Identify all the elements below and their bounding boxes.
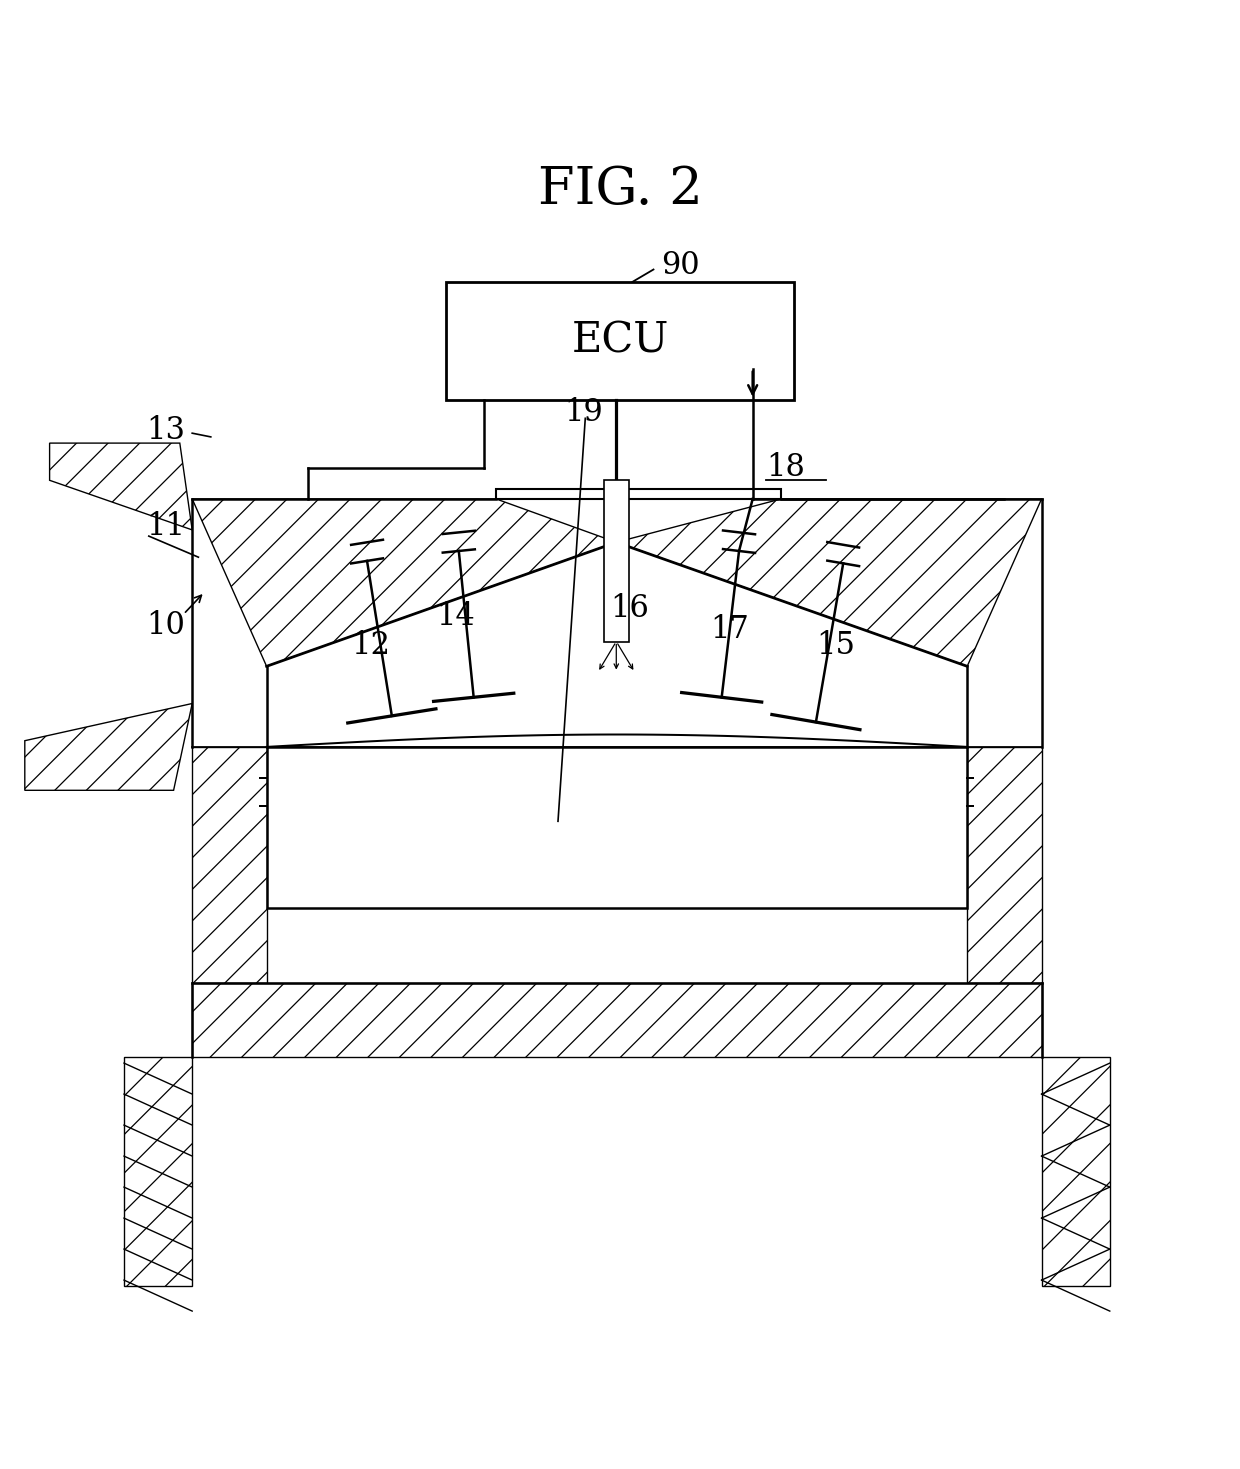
Text: 10: 10 [146,610,185,640]
Bar [446,282,794,400]
PathPatch shape [25,704,192,790]
Text: 15: 15 [816,630,854,661]
Text: 14: 14 [436,601,475,632]
Text: 17: 17 [711,614,749,645]
Text: 18: 18 [766,452,805,483]
PathPatch shape [616,499,1042,667]
PathPatch shape [1042,1056,1110,1287]
PathPatch shape [967,746,1042,983]
PathPatch shape [124,1056,192,1287]
PathPatch shape [192,983,1042,1056]
Text: 12: 12 [351,630,389,661]
PathPatch shape [192,746,267,983]
Polygon shape [267,542,967,746]
Text: 19: 19 [564,397,603,427]
Text: ECU: ECU [572,320,668,361]
Bar [267,746,967,908]
PathPatch shape [50,444,192,530]
Text: 16: 16 [610,592,649,623]
Text: 13: 13 [146,416,185,447]
Bar [604,480,629,642]
Text: 11: 11 [146,511,185,542]
Text: FIG. 2: FIG. 2 [538,165,702,214]
PathPatch shape [192,499,616,667]
Text: 90: 90 [661,250,699,281]
Bar [496,489,781,499]
